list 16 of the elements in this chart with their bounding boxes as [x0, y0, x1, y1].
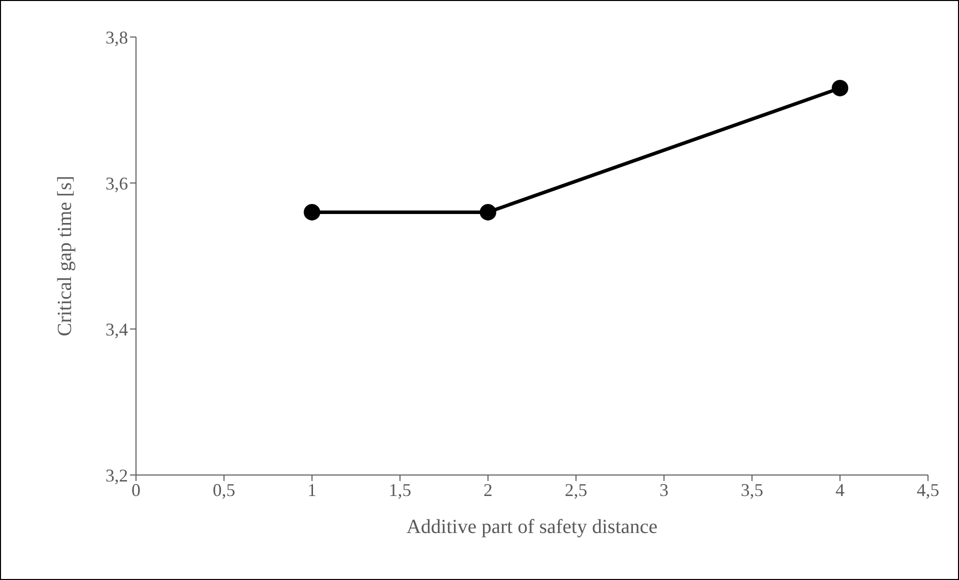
x-tick-label: 2,5: [564, 480, 588, 500]
y-tick-label: 3,6: [106, 173, 128, 194]
x-tick-label: 1,5: [388, 480, 412, 500]
x-tick-label: 2: [484, 480, 492, 500]
y-tick-label: 3,2: [106, 465, 128, 486]
x-tick-label: 4: [836, 480, 844, 500]
x-tick-label: 3: [660, 480, 668, 500]
x-axis-title: Additive part of safety distance: [406, 516, 658, 538]
y-tick-label: 3,8: [106, 27, 128, 48]
x-tick-label: 0,5: [212, 480, 236, 500]
x-tick-label: 1: [308, 480, 316, 500]
y-tick-label: 3,4: [106, 319, 128, 340]
x-tick-label: 0: [132, 480, 140, 500]
x-tick-label: 3,5: [740, 480, 764, 500]
y-axis-title: Critical gap time [s]: [54, 176, 76, 336]
x-tick-label: 4,5: [916, 480, 940, 500]
